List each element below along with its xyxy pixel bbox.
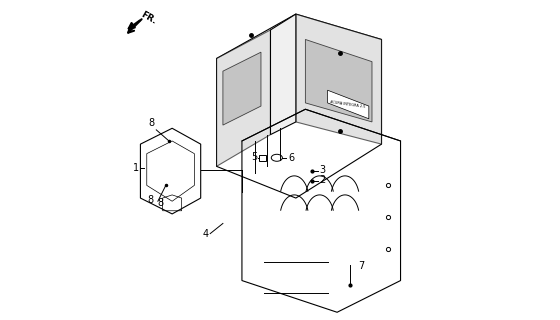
- Text: 8: 8: [148, 117, 155, 128]
- Polygon shape: [305, 39, 372, 122]
- Text: 6: 6: [288, 153, 294, 163]
- Text: 3: 3: [320, 165, 326, 175]
- Polygon shape: [270, 14, 296, 135]
- Bar: [259, 155, 267, 161]
- Text: 8: 8: [158, 198, 164, 208]
- Text: 7: 7: [358, 261, 364, 271]
- Text: 2: 2: [320, 175, 326, 185]
- Text: 1: 1: [133, 163, 139, 173]
- Text: 4: 4: [203, 228, 209, 239]
- Text: 8: 8: [147, 195, 153, 205]
- Text: 5: 5: [251, 152, 257, 163]
- Polygon shape: [328, 90, 369, 119]
- Polygon shape: [217, 30, 270, 166]
- Polygon shape: [223, 52, 261, 125]
- Text: ACURA INTEGRA 2.5: ACURA INTEGRA 2.5: [330, 100, 366, 108]
- Polygon shape: [296, 14, 381, 144]
- Text: FR.: FR.: [139, 10, 157, 26]
